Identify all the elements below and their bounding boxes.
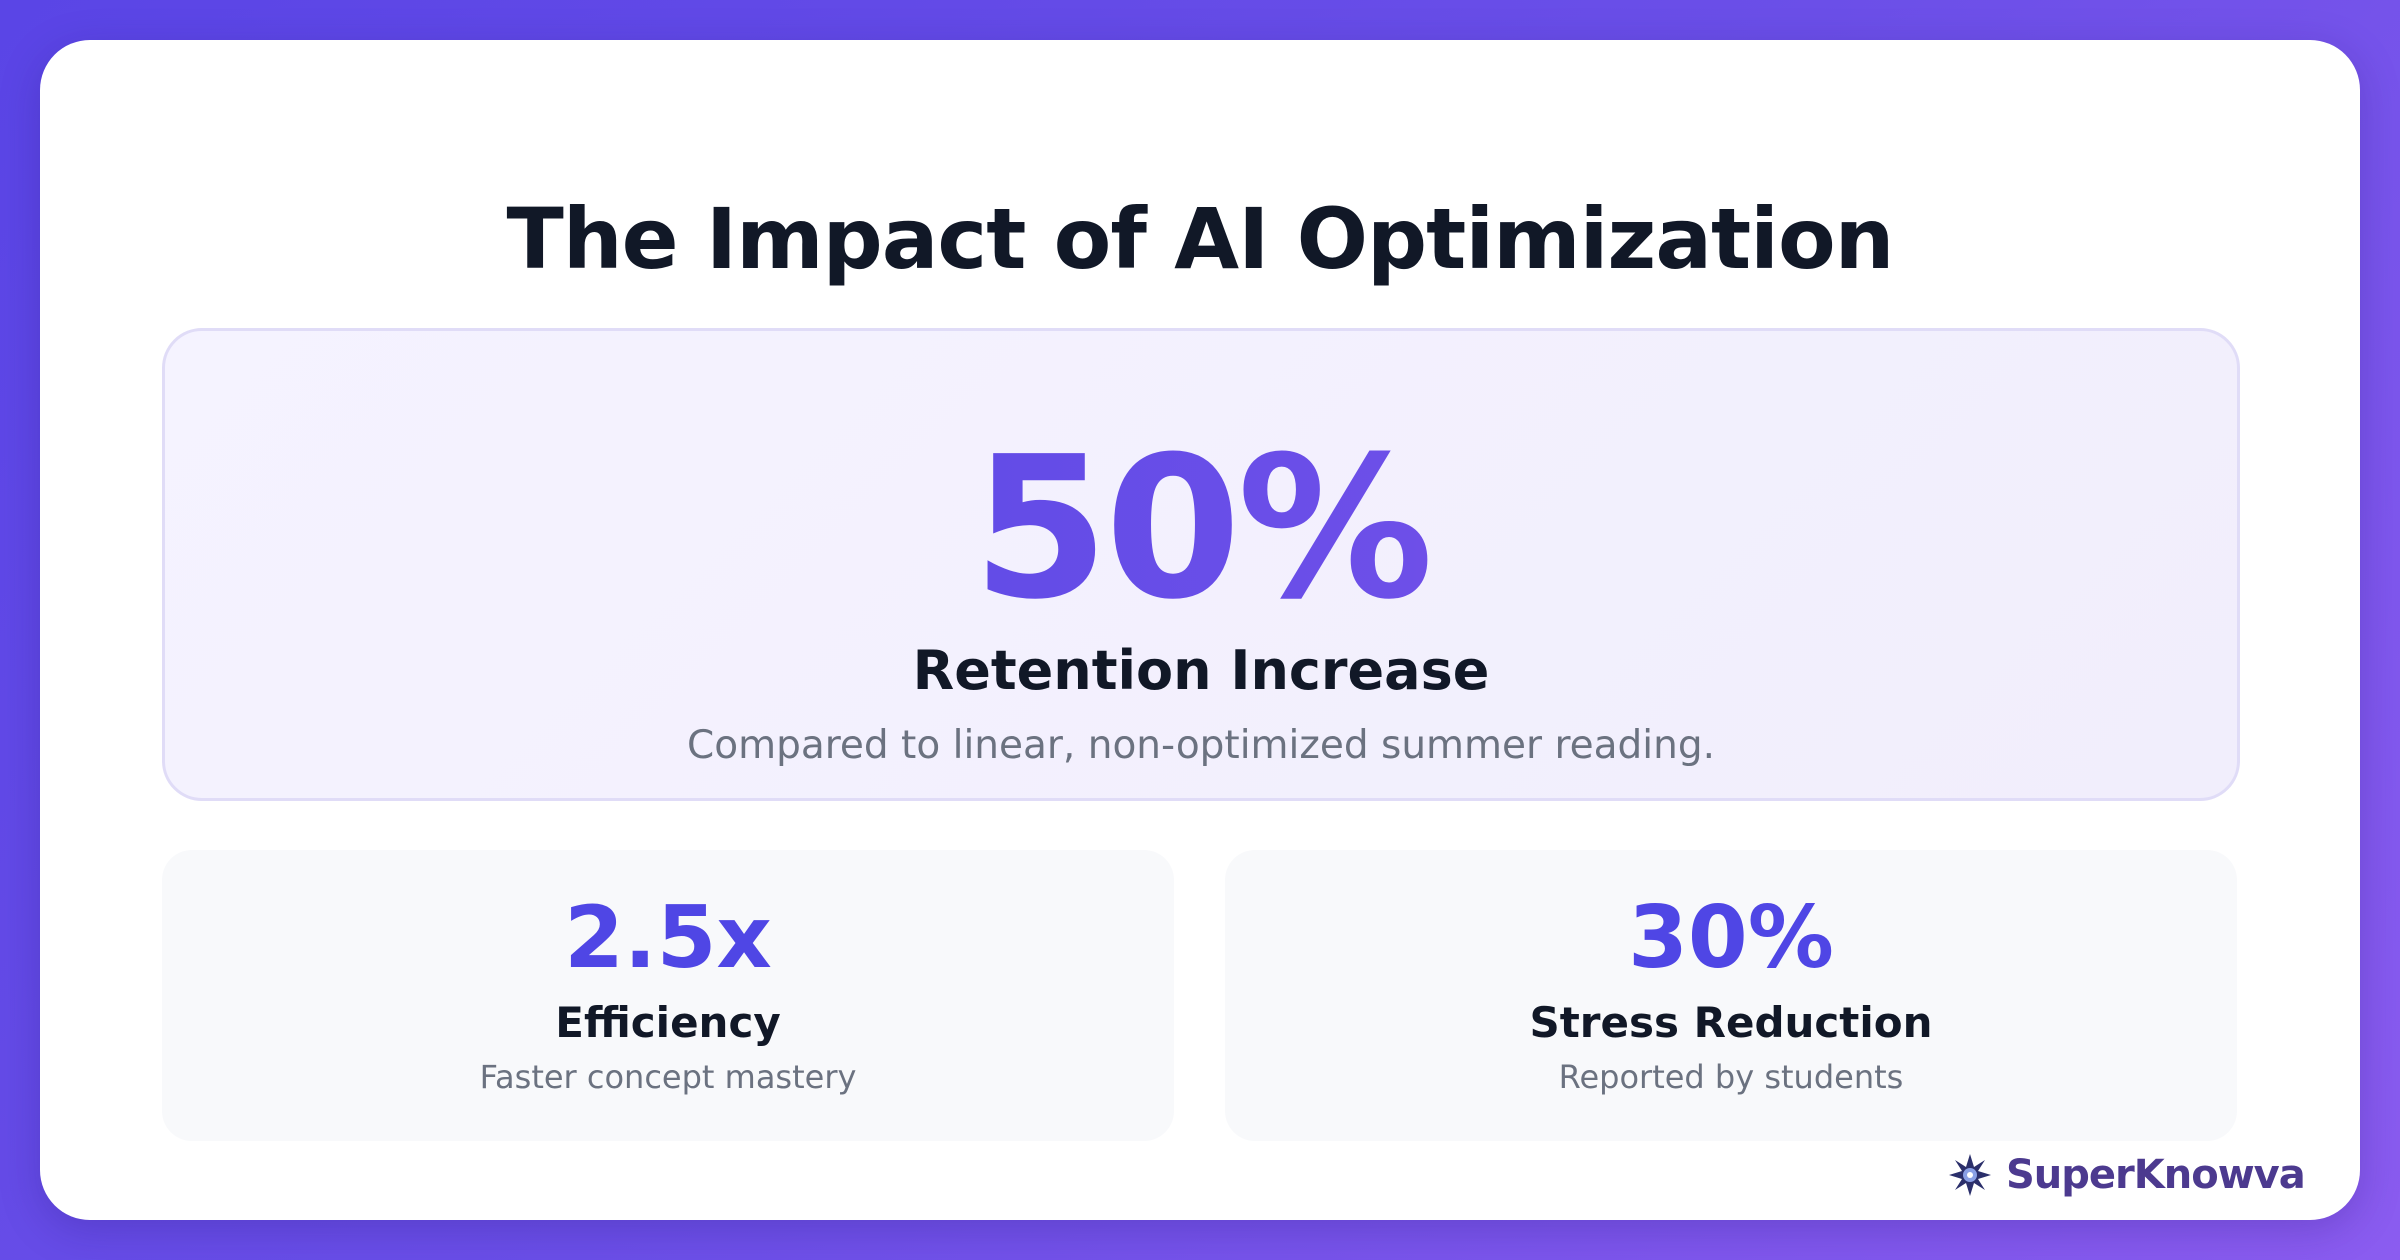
hero-card: 50% Retention Increase Compared to linea… xyxy=(162,328,2240,801)
stat-value: 2.5x xyxy=(564,888,772,988)
hero-label: Retention Increase xyxy=(912,639,1490,702)
hero-description: Compared to linear, non-optimized summer… xyxy=(687,723,1715,768)
brand: SuperKnowva xyxy=(1948,1152,2306,1198)
card: The Impact of AI Optimization 50% Retent… xyxy=(40,40,2360,1220)
brand-name: SuperKnowva xyxy=(2006,1152,2306,1198)
hero-value: 50% xyxy=(165,431,2237,627)
brand-logo xyxy=(1949,1154,1991,1196)
stat-card: 2.5x Efficiency Faster concept mastery xyxy=(162,850,1174,1141)
title: The Impact of AI Optimization xyxy=(506,190,1895,288)
stat-description: Faster concept mastery xyxy=(479,1058,857,1096)
stat-card: 30% Stress Reduction Reported by student… xyxy=(1225,850,2237,1141)
stat-value: 30% xyxy=(1628,888,1834,988)
stat-label: Efficiency xyxy=(555,998,781,1047)
stat-description: Reported by students xyxy=(1558,1058,1904,1096)
stat-label: Stress Reduction xyxy=(1529,998,1933,1047)
